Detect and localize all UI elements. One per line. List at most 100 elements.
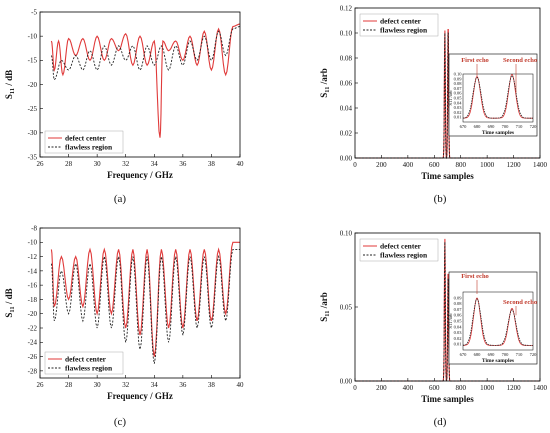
inset-y-tick-label: 0.02 [454, 336, 462, 341]
inset-y-tick-label: 0.05 [454, 96, 463, 101]
y-tick-label: -35 [28, 153, 38, 161]
chart-panel-c: 26 28 30 32 34 36 38 40 -28 -26 -24 -22 -20 -18 -16 -14… [4, 224, 244, 428]
y-tick-label: 0.05 [340, 303, 353, 311]
inset-box [448, 271, 538, 365]
chart-panel-b: 0 200 400 600 800 1000 1200 14000.000.020.040.0… [319, 4, 548, 205]
series-line-flawless-region [355, 32, 540, 160]
x-tick-label: 1200 [507, 161, 522, 169]
legend-box [44, 351, 124, 375]
panel-label: (a) [114, 193, 127, 205]
inset-y-tick-label: 0.08 [454, 81, 463, 86]
y-tick-label: 0.02 [340, 129, 353, 137]
inset-x-axis-label: Time samples [482, 358, 514, 364]
y-tick-label: -20 [28, 310, 38, 318]
panel-label: (c) [114, 416, 127, 428]
y-tick-label: 0.00 [340, 377, 353, 385]
legend-label: flawless region [65, 364, 113, 373]
y-axis-label-main: S [319, 93, 329, 98]
series-line-flawless-region [50, 248, 240, 364]
y-tick-label: -25 [28, 105, 38, 113]
x-tick-label: 1000 [480, 161, 495, 169]
inset-y-tick-label: 0.01 [454, 115, 462, 120]
y-tick-label: -5 [31, 8, 37, 16]
y-axis-label-main: S [4, 94, 14, 99]
x-tick-label: 38 [208, 381, 216, 389]
y-tick-label: -18 [28, 296, 38, 304]
chart-panel-d: 0 200 400 600 800 1000 1200 1400 0.00 0.05 0.10 Tim… [319, 229, 548, 428]
inset-y-tick-label: 0.03 [454, 330, 463, 335]
inset-x-tick-label: 670 [460, 124, 468, 129]
annotation-second-echo: Second echo [503, 299, 537, 306]
inset-chart: 670 680 690 700 710 7200.010.020.030.040.050.… [448, 271, 538, 365]
inset-frame [462, 73, 534, 123]
legend-label: flawless region [380, 251, 428, 260]
inset-y-tick-label: 0.01 [454, 342, 462, 347]
inset-y-tick-label: 0.04 [454, 324, 463, 329]
inset-y-tick-label: 0.06 [454, 91, 463, 96]
y-axis-label-sub: 11 [9, 88, 16, 94]
y-tick-label: -10 [28, 239, 38, 247]
x-tick-label: 26 [37, 160, 45, 168]
inset-x-tick-label: 700 [502, 352, 510, 357]
x-axis-label: Frequency / GHz [107, 170, 173, 180]
y-tick-label: -30 [28, 129, 38, 137]
y-tick-label: 0.04 [340, 104, 353, 112]
panel-label: (b) [434, 193, 447, 205]
inset-chart: 670 680 690 700 710 7200.010.020.030.040.050.… [448, 53, 538, 137]
chart-panel-a: 26 28 30 32 34 36 38 40 -35 -30 -25 -20 -15 -10 -5 Freq… [4, 8, 244, 205]
y-tick-label: -12 [28, 253, 38, 261]
y-axis-label-unit: / dB [4, 70, 14, 88]
inset-y-axis-label: S11 /arb [448, 90, 453, 106]
inset-x-tick-label: 690 [488, 352, 496, 357]
x-tick-label: 30 [94, 381, 102, 389]
x-tick-label: 1400 [533, 384, 548, 392]
inset-x-axis-label: Time samples [482, 130, 514, 136]
legend-label: flawless region [65, 143, 113, 152]
inset-x-tick-label: 680 [474, 124, 482, 129]
series-line-defect-center [50, 241, 240, 357]
x-tick-label: 400 [403, 161, 414, 169]
legend-label: defect center [380, 242, 422, 251]
y-tick-label: 0.06 [340, 79, 353, 87]
inset-box [448, 53, 538, 137]
x-tick-label: 36 [179, 160, 187, 168]
y-tick-label: -26 [28, 353, 38, 361]
inset-frame [462, 291, 534, 351]
y-axis-label-sub: 11 [324, 311, 331, 317]
annotation-first-echo: First echo [461, 273, 489, 280]
x-tick-label: 38 [208, 160, 216, 168]
inset-y-tick-label: 0.05 [454, 319, 463, 324]
y-axis-label: S11 / dB [4, 288, 16, 317]
legend-label: defect center [65, 355, 107, 364]
y-axis-label-sub: 11 [9, 306, 16, 312]
inset-x-tick-label: 670 [460, 352, 468, 357]
x-tick-label: 40 [237, 381, 245, 389]
y-axis-label: S11 / dB [4, 70, 16, 99]
inset-y-tick-label: 0.10 [454, 72, 463, 77]
inset-series-flawless-region [463, 75, 533, 119]
y-tick-label: 0.10 [340, 29, 353, 37]
x-tick-label: 0 [353, 161, 357, 169]
annotation-second-echo: Second echo [503, 57, 537, 64]
inset-x-tick-label: 680 [474, 352, 482, 357]
x-tick-label: 800 [455, 384, 466, 392]
y-axis-label: S11 /arb [319, 68, 331, 97]
x-tick-label: 32 [122, 160, 130, 168]
y-tick-label: -8 [31, 224, 37, 232]
inset-x-tick-label: 720 [530, 124, 538, 129]
x-tick-label: 26 [37, 381, 45, 389]
x-tick-label: 600 [429, 384, 440, 392]
panel-label: (d) [434, 416, 447, 428]
y-tick-label: 0.12 [340, 4, 353, 12]
x-tick-label: 34 [151, 381, 159, 389]
x-tick-label: 1200 [507, 384, 522, 392]
legend-box [359, 238, 439, 262]
inset-x-tick-label: 710 [516, 124, 524, 129]
x-tick-label: 800 [455, 161, 466, 169]
inset-y-tick-label: 0.04 [454, 100, 463, 105]
legend-label: flawless region [380, 26, 428, 35]
x-tick-label: 0 [353, 384, 357, 392]
series-line-flawless-region [355, 241, 540, 382]
